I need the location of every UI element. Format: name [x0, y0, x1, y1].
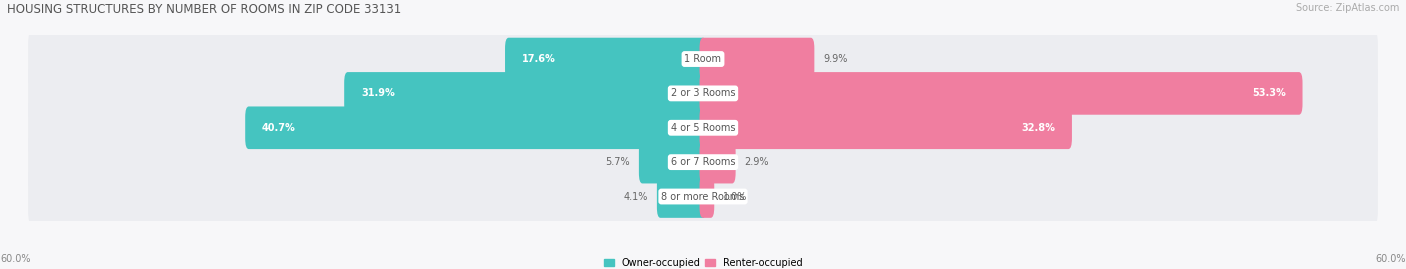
FancyBboxPatch shape: [700, 175, 714, 218]
Text: 4.1%: 4.1%: [623, 192, 648, 201]
FancyBboxPatch shape: [344, 72, 706, 115]
Legend: Owner-occupied, Renter-occupied: Owner-occupied, Renter-occupied: [603, 258, 803, 268]
Text: 6 or 7 Rooms: 6 or 7 Rooms: [671, 157, 735, 167]
FancyBboxPatch shape: [28, 30, 1378, 88]
Text: 2.9%: 2.9%: [745, 157, 769, 167]
Text: 2 or 3 Rooms: 2 or 3 Rooms: [671, 89, 735, 98]
Text: 1 Room: 1 Room: [685, 54, 721, 64]
FancyBboxPatch shape: [28, 98, 1378, 157]
FancyBboxPatch shape: [700, 107, 1071, 149]
Text: 40.7%: 40.7%: [262, 123, 295, 133]
FancyBboxPatch shape: [638, 141, 706, 183]
FancyBboxPatch shape: [245, 107, 706, 149]
Text: HOUSING STRUCTURES BY NUMBER OF ROOMS IN ZIP CODE 33131: HOUSING STRUCTURES BY NUMBER OF ROOMS IN…: [7, 3, 401, 16]
FancyBboxPatch shape: [700, 72, 1302, 115]
Text: 32.8%: 32.8%: [1021, 123, 1054, 133]
FancyBboxPatch shape: [28, 133, 1378, 191]
FancyBboxPatch shape: [700, 38, 814, 80]
Text: 9.9%: 9.9%: [824, 54, 848, 64]
Text: 60.0%: 60.0%: [0, 254, 31, 264]
Text: 60.0%: 60.0%: [1375, 254, 1406, 264]
Text: 31.9%: 31.9%: [361, 89, 395, 98]
Text: 8 or more Rooms: 8 or more Rooms: [661, 192, 745, 201]
Text: Source: ZipAtlas.com: Source: ZipAtlas.com: [1295, 3, 1399, 13]
Text: 5.7%: 5.7%: [605, 157, 630, 167]
FancyBboxPatch shape: [700, 141, 735, 183]
FancyBboxPatch shape: [505, 38, 706, 80]
Text: 1.0%: 1.0%: [723, 192, 748, 201]
FancyBboxPatch shape: [28, 64, 1378, 123]
Text: 17.6%: 17.6%: [522, 54, 555, 64]
Text: 4 or 5 Rooms: 4 or 5 Rooms: [671, 123, 735, 133]
FancyBboxPatch shape: [657, 175, 706, 218]
Text: 53.3%: 53.3%: [1251, 89, 1285, 98]
FancyBboxPatch shape: [28, 167, 1378, 226]
